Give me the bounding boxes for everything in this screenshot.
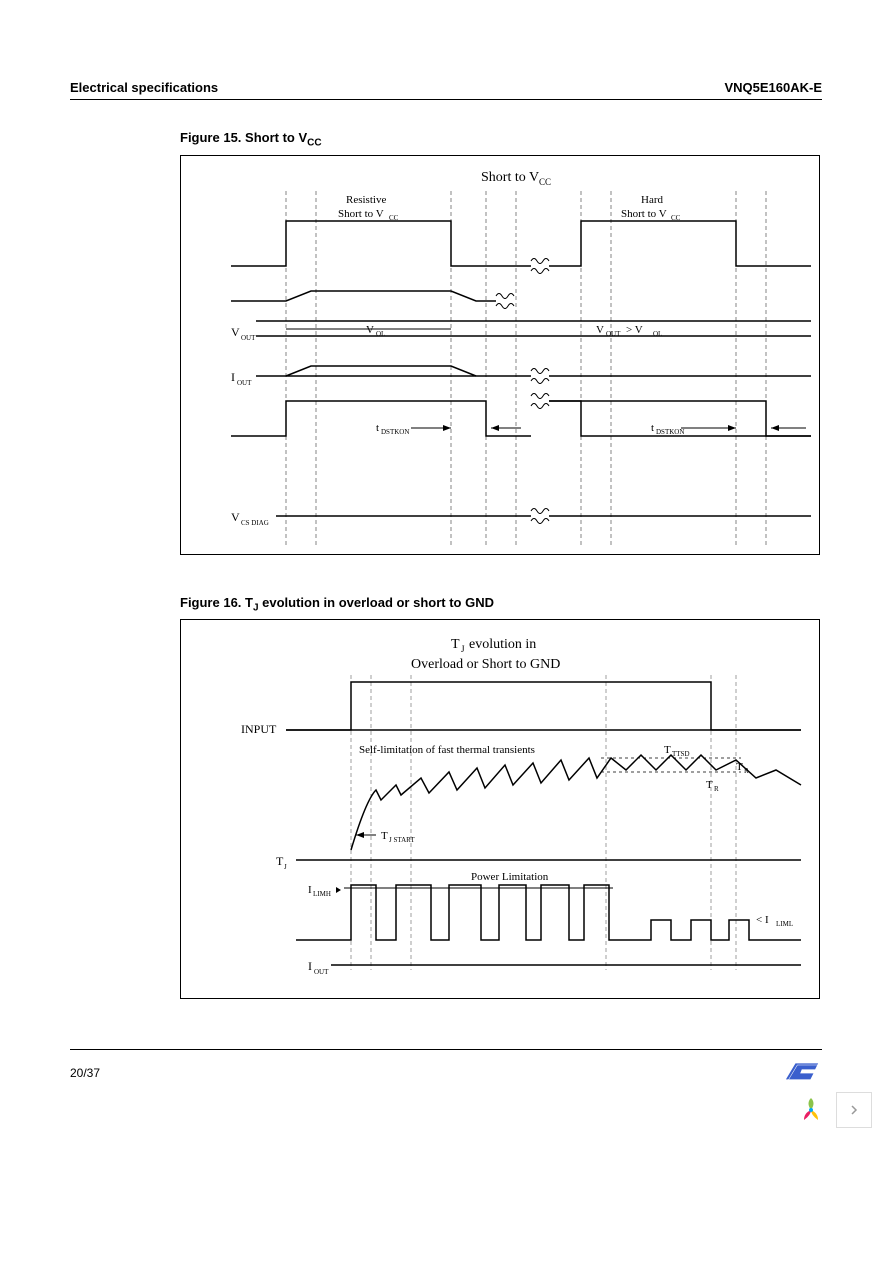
svg-text:T: T	[381, 830, 388, 842]
figure15-box: Short to V CC Resistive Short to V CC Ha…	[180, 155, 820, 555]
pager-logo-icon	[796, 1095, 826, 1125]
svg-text:TTSD: TTSD	[672, 750, 690, 758]
header-right: VNQ5E160AK-E	[724, 80, 822, 95]
svg-text:OUT: OUT	[314, 968, 329, 976]
svg-text:OUT: OUT	[241, 334, 256, 342]
svg-text:V: V	[231, 510, 240, 524]
svg-text:CC: CC	[539, 177, 551, 187]
svg-text:J: J	[461, 644, 465, 654]
figure15-svg: Short to V CC Resistive Short to V CC Ha…	[181, 156, 821, 556]
figure15-title: Figure 15. Short to VCC	[180, 130, 822, 149]
svg-text:R: R	[714, 785, 719, 793]
svg-text:Hard: Hard	[641, 194, 663, 206]
pager-next-button[interactable]	[836, 1092, 872, 1128]
svg-text:T: T	[276, 854, 284, 868]
svg-text:Resistive: Resistive	[346, 194, 386, 206]
figure16-title: Figure 16. TJ evolution in overload or s…	[180, 595, 822, 614]
st-logo-icon	[782, 1058, 822, 1088]
pager	[796, 1092, 872, 1128]
svg-text:J START: J START	[389, 836, 415, 844]
svg-text:DSTKON: DSTKON	[656, 428, 684, 436]
svg-text:V: V	[596, 324, 604, 336]
svg-text:T: T	[736, 761, 743, 773]
svg-text:Short to V: Short to V	[481, 170, 539, 185]
page-number: 20/37	[70, 1066, 100, 1080]
svg-text:J: J	[284, 863, 287, 871]
svg-text:OUT: OUT	[606, 330, 621, 338]
svg-text:> V: > V	[626, 324, 643, 336]
svg-text:OL: OL	[653, 330, 662, 338]
header-left: Electrical specifications	[70, 80, 218, 95]
svg-text:V: V	[366, 324, 374, 336]
svg-text:V: V	[231, 325, 240, 339]
svg-text:T: T	[664, 744, 671, 756]
svg-text:Short to V: Short to V	[338, 208, 384, 220]
svg-text:< I: < I	[756, 914, 769, 926]
svg-text:Overload or Short to GND: Overload or Short to GND	[411, 657, 560, 672]
figure16-svg: T J evolution in Overload or Short to GN…	[181, 620, 821, 1000]
svg-text:t: t	[651, 422, 654, 434]
page-header: Electrical specifications VNQ5E160AK-E	[70, 80, 822, 100]
svg-text:INPUT: INPUT	[241, 722, 277, 736]
svg-text:T: T	[451, 637, 460, 652]
page-footer: 20/37	[70, 1049, 822, 1088]
svg-text:LIML: LIML	[776, 920, 793, 928]
svg-text:Power Limitation: Power Limitation	[471, 871, 549, 883]
svg-text:I: I	[308, 959, 312, 973]
svg-text:I: I	[231, 370, 235, 384]
svg-text:OL: OL	[376, 330, 385, 338]
svg-text:I: I	[308, 884, 312, 896]
svg-text:OUT: OUT	[237, 379, 252, 387]
svg-text:CS DIAG: CS DIAG	[241, 519, 269, 527]
figure16-box: T J evolution in Overload or Short to GN…	[180, 619, 820, 999]
svg-text:Short to V: Short to V	[621, 208, 667, 220]
svg-text:Self-limitation of fast therm: Self-limitation of fast thermal transien…	[359, 744, 535, 756]
svg-text:LIMH: LIMH	[313, 890, 331, 898]
svg-text:R: R	[744, 767, 749, 775]
svg-text:DSTKON: DSTKON	[381, 428, 409, 436]
chevron-right-icon	[848, 1104, 860, 1116]
svg-text:t: t	[376, 422, 379, 434]
svg-text:evolution in: evolution in	[469, 637, 536, 652]
svg-text:T: T	[706, 779, 713, 791]
